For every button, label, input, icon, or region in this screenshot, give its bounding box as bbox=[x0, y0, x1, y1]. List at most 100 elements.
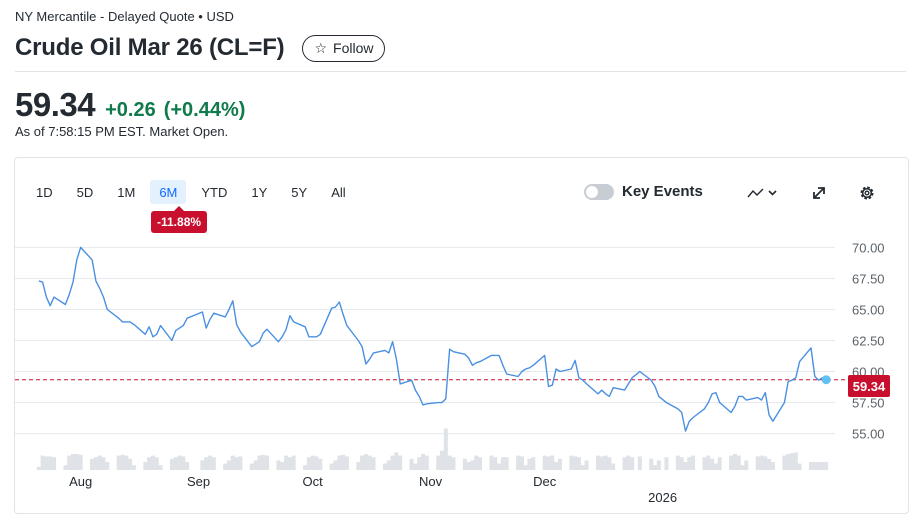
volume-bar bbox=[664, 457, 669, 470]
x-tick-label: Aug bbox=[69, 474, 92, 489]
range-tab-1y[interactable]: 1Y bbox=[251, 184, 268, 200]
volume-bar bbox=[306, 457, 311, 470]
volume-bar bbox=[569, 455, 574, 470]
volume-bar bbox=[333, 460, 338, 470]
volume-bar bbox=[131, 465, 136, 470]
last-point-marker bbox=[821, 375, 831, 385]
volume-bar bbox=[177, 455, 182, 470]
volume-bar bbox=[466, 462, 471, 470]
volume-bar bbox=[67, 455, 72, 470]
chart-type-icon bbox=[747, 188, 777, 198]
volume-bar bbox=[341, 454, 346, 470]
volume-bar bbox=[576, 457, 581, 470]
volume-bar bbox=[729, 455, 734, 470]
follow-button[interactable]: ☆ Follow bbox=[302, 34, 386, 62]
volume-bar bbox=[782, 455, 787, 470]
current-price: 59.34 bbox=[15, 86, 96, 123]
volume-bar bbox=[211, 457, 216, 470]
volume-bar bbox=[200, 460, 205, 470]
volume-bar bbox=[150, 455, 155, 470]
volume-bar bbox=[474, 455, 479, 470]
volume-bar bbox=[105, 462, 110, 470]
volume-bar bbox=[310, 455, 315, 470]
range-tab-5y[interactable]: 5Y bbox=[291, 184, 308, 200]
header-divider bbox=[15, 71, 906, 72]
volume-bar bbox=[413, 463, 418, 470]
volume-bar bbox=[204, 457, 209, 470]
chart-type-button[interactable] bbox=[744, 183, 782, 203]
volume-bar bbox=[284, 455, 289, 470]
volume-bar bbox=[169, 458, 174, 470]
volume-bar bbox=[630, 457, 635, 470]
volume-bar bbox=[470, 460, 475, 470]
gear-icon bbox=[860, 186, 874, 200]
volume-bar bbox=[516, 455, 521, 470]
volume-bar bbox=[382, 463, 387, 470]
volume-bar bbox=[603, 455, 608, 470]
volume-bar bbox=[607, 457, 612, 470]
volume-bar bbox=[124, 455, 129, 470]
volume-bar bbox=[185, 462, 190, 470]
volume-bar bbox=[808, 462, 813, 470]
volume-bar bbox=[759, 455, 764, 470]
price-row: 59.34 +0.26 (+0.44%) bbox=[15, 86, 245, 124]
expand-button[interactable] bbox=[808, 183, 830, 203]
volume-bar bbox=[257, 455, 262, 470]
volume-bar bbox=[120, 454, 125, 470]
volume-bar bbox=[291, 455, 296, 470]
volume-bar bbox=[713, 463, 718, 470]
follow-label: Follow bbox=[333, 40, 374, 56]
volume-bar bbox=[653, 465, 658, 470]
volume-bar bbox=[824, 462, 829, 470]
volume-bar bbox=[276, 460, 281, 470]
volume-bar bbox=[679, 457, 684, 470]
star-icon: ☆ bbox=[314, 40, 328, 56]
volume-bar bbox=[78, 454, 83, 470]
x-tick-label: 2026 bbox=[648, 490, 677, 504]
x-tick-label: Nov bbox=[419, 474, 443, 489]
volume-bar bbox=[744, 460, 749, 470]
volume-bar bbox=[767, 458, 772, 470]
volume-bar bbox=[71, 454, 76, 470]
volume-bar bbox=[755, 456, 760, 470]
volume-bar bbox=[504, 457, 509, 470]
volume-bar bbox=[527, 458, 532, 470]
volume-bar bbox=[793, 452, 798, 470]
volume-bar bbox=[451, 457, 456, 470]
volume-bar bbox=[786, 454, 791, 470]
volume-bar bbox=[447, 455, 452, 470]
volume-bar bbox=[394, 452, 399, 470]
volume-bar bbox=[740, 465, 745, 470]
y-tick-label: 57.50 bbox=[852, 396, 885, 411]
volume-bar bbox=[116, 455, 121, 470]
settings-button[interactable] bbox=[855, 182, 879, 204]
volume-bar bbox=[97, 455, 102, 470]
volume-bar bbox=[223, 463, 228, 470]
y-tick-label: 67.50 bbox=[852, 271, 885, 286]
price-change: +0.26 bbox=[105, 99, 156, 121]
range-tab-6m[interactable]: 6M bbox=[150, 180, 187, 204]
range-tab-5d[interactable]: 5D bbox=[76, 184, 94, 200]
volume-bar bbox=[797, 463, 802, 470]
volume-bar bbox=[409, 458, 414, 470]
range-tab-1d[interactable]: 1D bbox=[36, 184, 53, 200]
volume-bar bbox=[158, 465, 163, 470]
volume-bar bbox=[303, 465, 308, 470]
volume-bar bbox=[143, 462, 148, 470]
range-tab-all[interactable]: All bbox=[331, 184, 346, 200]
volume-bar bbox=[101, 457, 106, 470]
x-tick-label: Sep bbox=[187, 474, 210, 489]
key-events-toggle[interactable] bbox=[584, 183, 614, 200]
volume-bar bbox=[519, 456, 524, 470]
range-tab-1m[interactable]: 1M bbox=[117, 184, 136, 200]
volume-bar bbox=[443, 428, 448, 470]
volume-bar bbox=[128, 458, 133, 470]
range-tab-ytd[interactable]: YTD bbox=[201, 184, 228, 200]
volume-bar bbox=[557, 458, 562, 470]
volume-bar bbox=[52, 457, 57, 470]
y-tick-label: 62.50 bbox=[852, 334, 885, 349]
volume-bar bbox=[238, 456, 243, 470]
volume-bar bbox=[265, 455, 270, 470]
volume-bar bbox=[367, 455, 372, 470]
